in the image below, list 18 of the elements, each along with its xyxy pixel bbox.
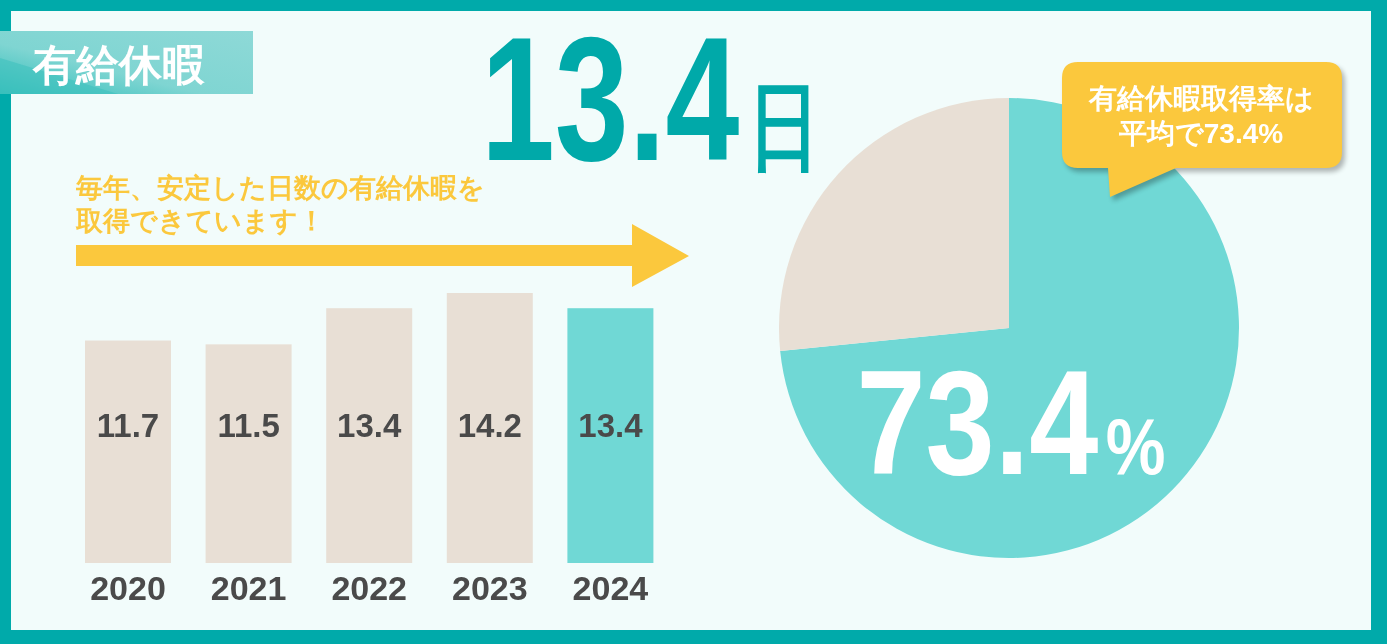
bar [85,340,171,563]
data-label: 11.5 [217,407,280,444]
data-label: 11.7 [96,407,160,444]
data-label: 13.4 [337,407,402,444]
data-label: 14.2 [457,407,522,444]
bar [446,293,533,563]
text: 有給休暇取得率は平均で73.4% [1087,83,1314,149]
x-tick-label: 2024 [572,569,649,607]
x-tick-label: 2021 [210,569,287,607]
bar [205,344,292,563]
x-tick-label: 2022 [331,569,408,607]
x-tick-label: 2020 [90,569,166,607]
x-tick-label: 2023 [451,569,528,607]
bar [567,308,654,563]
data-label: 73.4% [856,339,1166,506]
chart-title: 有給休暇 [32,41,205,89]
bar [326,308,413,563]
data-label: 13.4 [578,407,644,444]
